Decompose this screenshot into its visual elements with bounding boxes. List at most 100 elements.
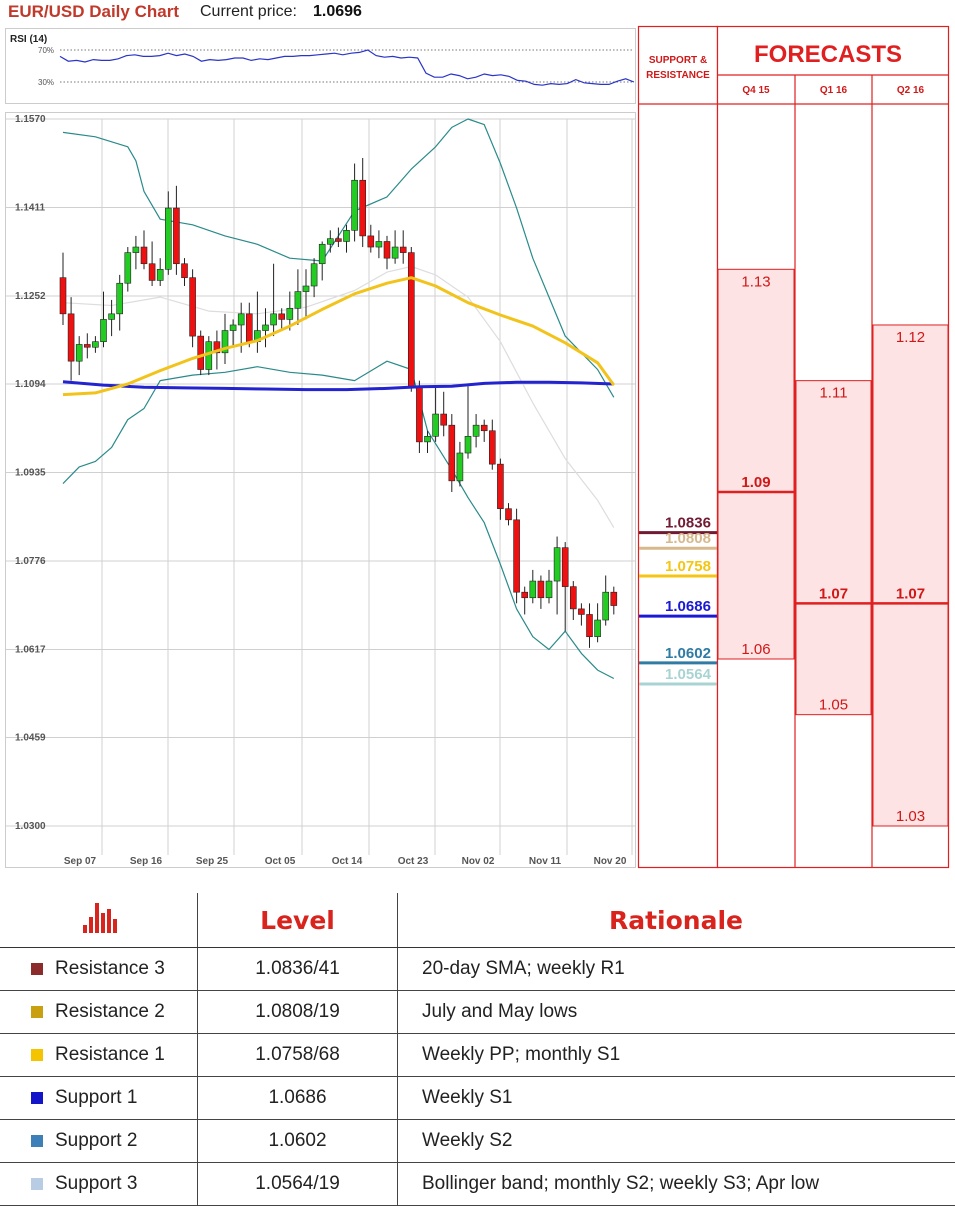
candle-bear [335, 239, 341, 242]
candle-bear [578, 609, 584, 615]
candle-bear [611, 592, 617, 605]
candle-bull [133, 247, 139, 253]
candle-bull [595, 620, 601, 637]
x-tick-label: Nov 20 [594, 856, 627, 867]
candle-bull [554, 548, 560, 581]
level-name-cell: Resistance 2 [0, 991, 198, 1034]
candle-bear [190, 278, 196, 336]
candle-bull [319, 244, 325, 263]
rsi-level-label-70: 70% [38, 46, 54, 55]
rsi-level-label-30: 30% [38, 78, 54, 87]
y-tick-label: 1.1252 [15, 291, 46, 302]
candle-bull [165, 208, 171, 269]
candle-bull [263, 325, 269, 331]
level-name-cell: Resistance 3 [0, 948, 198, 991]
rsi-panel [6, 29, 636, 104]
candle-bull [473, 425, 479, 436]
candle-bull [230, 325, 236, 331]
forecast-median: 1.07 [819, 585, 848, 602]
candle-bull [157, 269, 163, 280]
candle-bull [271, 314, 277, 325]
forecast-range-box [873, 325, 948, 826]
x-tick-label: Sep 07 [64, 856, 97, 867]
candle-bull [465, 436, 471, 453]
candle-bull [546, 581, 552, 598]
y-tick-label: 1.1570 [15, 114, 46, 125]
level-name: Support 1 [55, 1087, 137, 1108]
col-header-rationale: Rationale [398, 893, 955, 948]
candle-bull [344, 230, 350, 241]
plot-area [6, 113, 636, 868]
level-name: Resistance 3 [55, 958, 165, 979]
candle-bull [433, 414, 439, 436]
sr-level-label: 1.0836 [665, 515, 711, 532]
candle-bear [570, 587, 576, 609]
candle-bear [84, 344, 90, 347]
candle-bear [173, 208, 179, 264]
forecast-high: 1.11 [819, 385, 847, 402]
y-tick-label: 1.0459 [15, 732, 46, 743]
candle-bull [457, 453, 463, 481]
level-color-swatch [31, 1092, 43, 1104]
candle-bear [538, 581, 544, 598]
y-tick-label: 1.1411 [15, 203, 45, 214]
forecast-col-label: Q1 16 [820, 85, 848, 96]
level-name: Resistance 1 [55, 1044, 165, 1065]
forecast-low: 1.03 [896, 808, 925, 825]
candle-bear [400, 247, 406, 253]
candle-bull [125, 253, 131, 284]
level-color-swatch [31, 963, 43, 975]
y-tick-label: 1.0617 [15, 645, 46, 656]
level-rationale: 20-day SMA; weekly R1 [398, 948, 955, 991]
level-color-swatch [31, 1049, 43, 1061]
candle-bear [562, 548, 568, 587]
forecast-range-box [718, 269, 794, 659]
level-name-cell: Support 3 [0, 1163, 198, 1206]
forecast-title: FORECASTS [754, 41, 902, 68]
forecast-low: 1.05 [819, 697, 848, 714]
candle-bear [368, 236, 374, 247]
candle-bear [198, 336, 204, 369]
level-name-cell: Resistance 1 [0, 1034, 198, 1077]
forecast-range-box [796, 381, 871, 715]
forecast-col-label: Q2 16 [897, 85, 925, 96]
rsi-label: RSI (14) [10, 34, 47, 45]
candle-bear [522, 592, 528, 598]
level-color-swatch [31, 1006, 43, 1018]
candle-bull [352, 180, 358, 230]
candle-bear [506, 509, 512, 520]
forecast-median: 1.09 [741, 474, 770, 491]
x-tick-label: Sep 16 [130, 856, 163, 867]
level-color-swatch [31, 1178, 43, 1190]
level-value: 1.0836/41 [198, 948, 398, 991]
level-color-swatch [31, 1135, 43, 1147]
candle-bull [392, 247, 398, 258]
y-tick-label: 1.1094 [15, 379, 46, 390]
y-tick-label: 1.0300 [15, 821, 46, 832]
level-rationale: Weekly S1 [398, 1077, 955, 1120]
sr-level-label: 1.0564 [665, 666, 712, 683]
col-header-level: Level [198, 893, 398, 948]
candle-bear [60, 278, 66, 314]
candle-bear [360, 180, 366, 236]
x-tick-label: Sep 25 [196, 856, 229, 867]
forecast-col-label: Q4 15 [742, 85, 770, 96]
candle-bull [76, 344, 82, 361]
candle-bull [109, 314, 115, 320]
y-tick-label: 1.0776 [15, 556, 46, 567]
sr-level-label: 1.0686 [665, 598, 711, 615]
candle-bear [441, 414, 447, 425]
candle-bull [530, 581, 536, 598]
candle-bull [238, 314, 244, 325]
level-value: 1.0602 [198, 1120, 398, 1163]
x-tick-label: Oct 14 [332, 856, 363, 867]
level-value: 1.0808/19 [198, 991, 398, 1034]
candle-bull [295, 292, 301, 309]
candle-bull [327, 239, 333, 245]
level-name: Support 2 [55, 1130, 137, 1151]
candle-bear [514, 520, 520, 592]
